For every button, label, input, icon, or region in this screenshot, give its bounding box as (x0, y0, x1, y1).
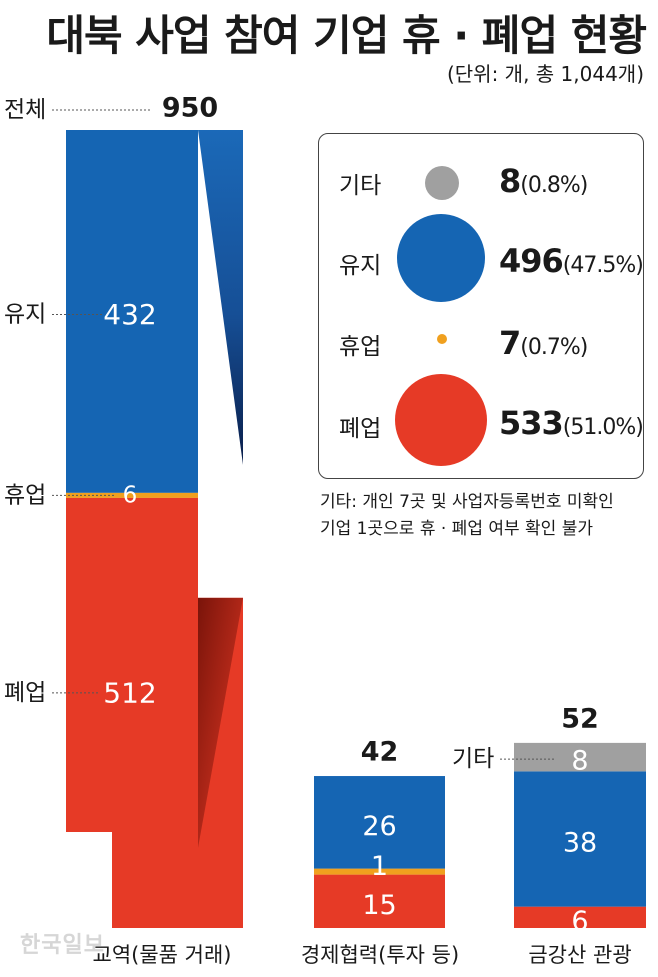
segment-value-label: 432 (103, 298, 156, 331)
legend-dot (425, 166, 459, 200)
legend-value: 533(51.0%) (499, 404, 644, 442)
segment-value-label: 15 (362, 890, 396, 921)
category-label: 교역(물품 거래) (93, 943, 232, 967)
category-label: 경제협력(투자 등) (301, 943, 459, 967)
legend-dot (397, 214, 485, 302)
footnote-line: 기타: 개인 7곳 및 사업자등록번호 미확인 (320, 492, 614, 512)
category-label: 금강산 관광 (528, 943, 631, 967)
segment-value-label: 6 (123, 482, 138, 508)
legend-label: 폐업 (339, 416, 382, 442)
segment-value-label: 8 (571, 746, 588, 777)
bar-segment-폐업 (66, 497, 198, 832)
legend-dot (437, 334, 447, 344)
segment-value-label: 512 (103, 676, 156, 709)
legend-value: 8(0.8%) (499, 162, 588, 200)
category-annotation: 휴업 (4, 482, 46, 508)
total-value-label: 42 (361, 737, 399, 768)
bar-segment-휴업 (66, 492, 198, 498)
segment-value-label: 38 (563, 828, 597, 859)
footnote-line: 기업 1곳으로 휴 · 폐업 여부 확인 불가 (320, 519, 594, 539)
category-annotation: 폐업 (4, 680, 46, 706)
footnote: 기타: 개인 7곳 및 사업자등록번호 미확인 기업 1곳으로 휴 · 폐업 여… (320, 489, 650, 543)
legend-dot (395, 374, 487, 466)
total-value-label: 950 (162, 93, 218, 124)
legend-label: 유지 (339, 253, 382, 279)
legend-value: 7(0.7%) (499, 324, 588, 362)
bar-segment-유지 (314, 776, 445, 869)
category-annotation: 기타 (452, 746, 494, 772)
legend-label: 기타 (339, 173, 382, 199)
legend-value: 496(47.5%) (499, 242, 644, 280)
bar-segment-유지 (514, 771, 646, 907)
legend-label: 휴업 (339, 334, 382, 360)
bar-segment-폐업 (314, 874, 445, 928)
segment-value-label: 1 (371, 851, 388, 882)
unit-note: (단위: 개, 총 1,044개) (446, 62, 644, 86)
total-bar (112, 130, 243, 465)
segment-value-label: 26 (362, 811, 396, 842)
closed-bar-wedge (198, 597, 243, 848)
segment-value-label: 6 (571, 906, 588, 937)
category-annotation: 유지 (4, 301, 46, 327)
chart-title: 대북 사업 참여 기업 휴 · 폐업 현황 (46, 11, 647, 60)
legend-box: 기타 8(0.8%) 유지 496(47.5%) 휴업 7(0.7%) 폐업 5… (318, 133, 644, 479)
bar-segment-기타 (514, 742, 646, 772)
bar-segment-유지 (66, 130, 198, 493)
category-annotation: 전체 (4, 97, 46, 123)
watermark-logo: 한국일보 (20, 933, 105, 958)
total-value-label: 52 (561, 703, 599, 734)
bar-segment-폐업 (514, 906, 646, 928)
bar-segment-휴업 (314, 868, 445, 875)
